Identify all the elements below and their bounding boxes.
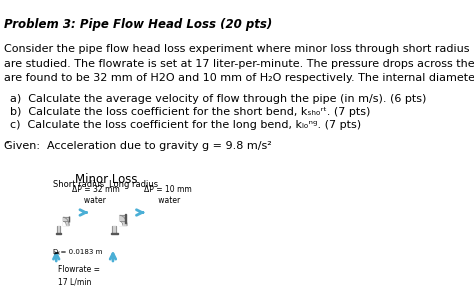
Text: D = 0.0183 m: D = 0.0183 m [53, 249, 103, 255]
Wedge shape [119, 221, 123, 226]
Text: Given:  Acceleration due to gravity g = 9.8 m/s²: Given: Acceleration due to gravity g = 9… [4, 141, 272, 151]
Wedge shape [119, 215, 127, 226]
Text: Minor Loss: Minor Loss [75, 173, 137, 186]
Text: ΔP = 32 mm
     water: ΔP = 32 mm water [72, 185, 119, 205]
Text: b)  Calculate the loss coefficient for the short bend, kₛₕₒʳᵗ. (7 pts): b) Calculate the loss coefficient for th… [10, 107, 370, 117]
Text: Problem 3: Pipe Flow Head Loss (20 pts): Problem 3: Pipe Flow Head Loss (20 pts) [4, 17, 272, 30]
Bar [63, 217, 69, 221]
Bar [112, 226, 117, 234]
Text: c)  Calculate the loss coefficient for the long bend, kₗₒⁿᵍ. (7 pts): c) Calculate the loss coefficient for th… [10, 120, 361, 130]
Text: Consider the pipe flow head loss experiment where minor loss through short radiu: Consider the pipe flow head loss experim… [4, 44, 474, 54]
Text: ΔP = 10 mm
      water: ΔP = 10 mm water [144, 185, 191, 205]
Bar [57, 226, 60, 234]
Text: are studied. The flowrate is set at 17 liter-per-minute. The pressure drops acro: are studied. The flowrate is set at 17 l… [4, 59, 474, 69]
Text: are found to be 32 mm of H2O and 10 mm of H₂O respectively. The internal diamete: are found to be 32 mm of H2O and 10 mm o… [4, 73, 474, 83]
Text: Flowrate =
17 L/min: Flowrate = 17 L/min [58, 265, 100, 286]
Text: Short radius: Short radius [53, 180, 104, 189]
Wedge shape [63, 221, 66, 226]
Bar [119, 215, 125, 221]
Wedge shape [63, 217, 69, 226]
Text: Long radius: Long radius [109, 180, 158, 189]
Bar [125, 214, 126, 223]
Text: a)  Calculate the average velocity of flow through the pipe (in m/s). (6 pts): a) Calculate the average velocity of flo… [10, 94, 426, 104]
